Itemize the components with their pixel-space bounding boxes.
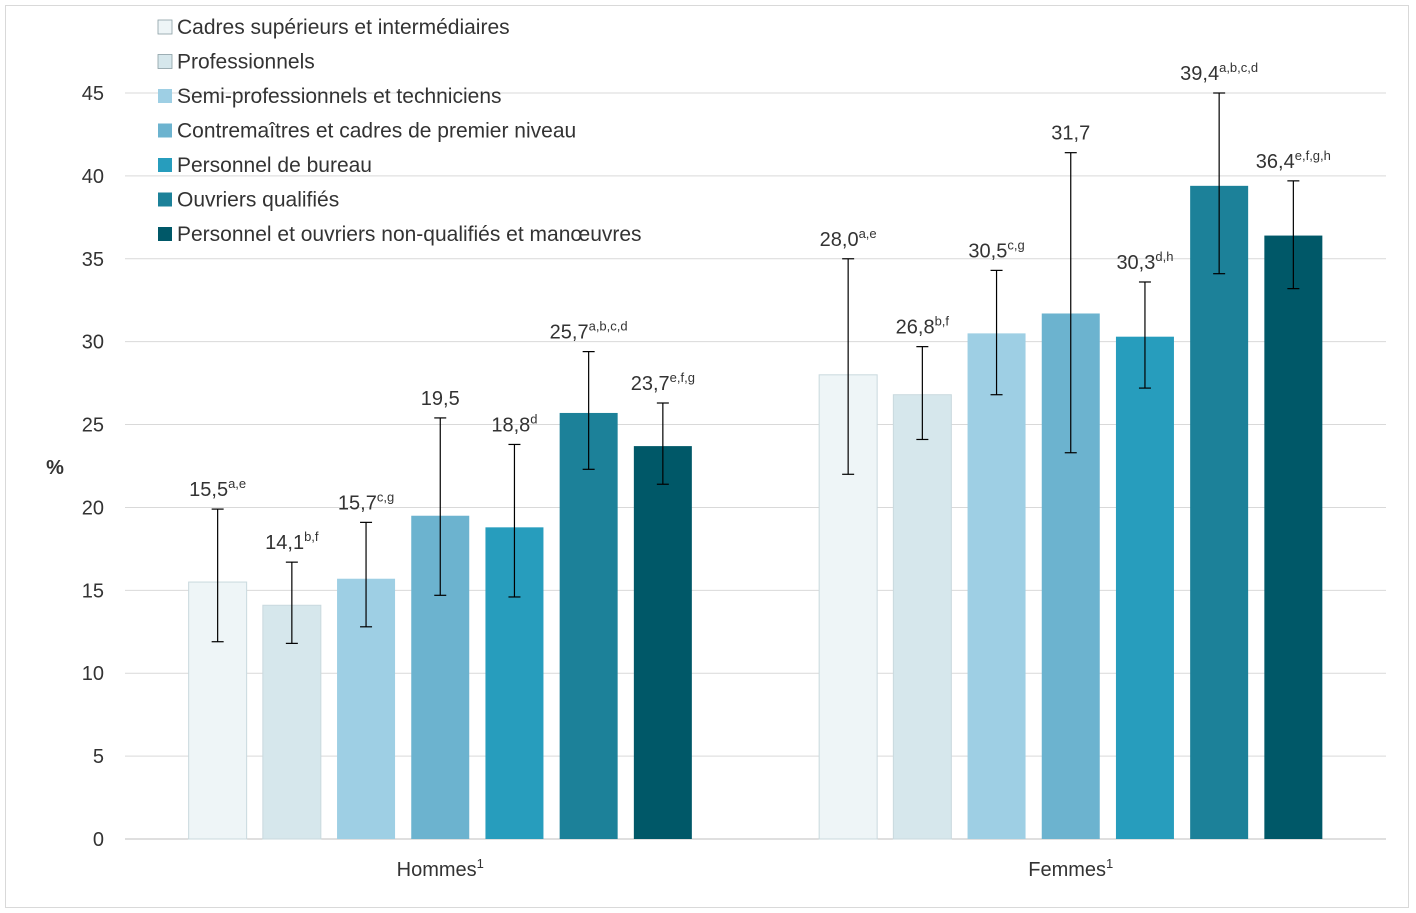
legend-item: Personnel et ouvriers non-qualifiés et m… xyxy=(158,223,642,246)
legend-swatch xyxy=(158,227,172,241)
x-axis: Hommes1 Femmes1 xyxy=(397,856,1114,881)
y-tick-label: 10 xyxy=(82,663,104,685)
data-label: 19,5 xyxy=(421,388,460,410)
error-bar xyxy=(916,346,929,441)
bar xyxy=(1190,185,1249,839)
data-label: 31,7 xyxy=(1051,123,1090,145)
bar xyxy=(633,446,692,839)
legend-swatch xyxy=(158,89,172,103)
data-label-superscript: a,e xyxy=(859,226,877,241)
error-bar xyxy=(1213,92,1226,275)
legend-swatch xyxy=(157,19,173,35)
y-tick-label: 30 xyxy=(82,332,104,354)
data-label-superscript: b,f xyxy=(935,314,950,329)
legend-item: Semi-professionnels et techniciens xyxy=(158,85,502,108)
error-bar xyxy=(508,443,521,598)
legend-item: Ouvriers qualifiés xyxy=(158,189,339,212)
data-label: 18,8d xyxy=(491,411,537,436)
bar xyxy=(262,604,322,840)
error-bars xyxy=(211,92,1300,644)
legend-item: Contremaîtres et cadres de premier nivea… xyxy=(158,120,576,143)
data-label-superscript: a,b,c,d xyxy=(1219,60,1258,75)
y-axis-label: % xyxy=(46,457,64,479)
y-tick-label: 20 xyxy=(82,497,104,519)
data-label-superscript: e,f,g xyxy=(670,370,695,385)
legend-swatch xyxy=(158,123,172,138)
error-bar xyxy=(285,561,298,644)
bars xyxy=(188,185,1323,840)
error-bar xyxy=(1287,180,1300,290)
legend-item: Professionnels xyxy=(157,51,315,74)
y-tick-label: 35 xyxy=(82,249,104,271)
data-label: 26,8b,f xyxy=(896,314,950,339)
bar xyxy=(967,333,1026,839)
data-label-superscript: a,e xyxy=(228,476,246,491)
legend-label: Semi-professionnels et techniciens xyxy=(177,85,502,108)
data-label: 28,0a,e xyxy=(820,226,877,251)
y-axis: 0 5 10 15 20 25 30 35 40 45 xyxy=(82,83,104,851)
data-label-superscript: c,g xyxy=(1007,237,1024,252)
y-tick-label: 45 xyxy=(82,83,104,105)
bar xyxy=(559,412,618,839)
error-bar xyxy=(582,351,595,470)
legend-swatch xyxy=(158,192,172,207)
error-bar xyxy=(211,508,224,643)
data-label: 36,4e,f,g,h xyxy=(1256,148,1331,173)
y-tick-label: 0 xyxy=(93,829,104,851)
legend-swatch xyxy=(158,158,172,172)
data-label: 15,7c,g xyxy=(338,489,394,514)
x-category-label: Femmes1 xyxy=(1028,856,1113,881)
error-bar xyxy=(842,258,855,475)
legend-label: Personnel de bureau xyxy=(177,154,372,177)
data-label-superscript: c,g xyxy=(377,489,394,504)
error-bar xyxy=(990,269,1003,396)
error-bar xyxy=(434,417,447,596)
y-tick-label: 25 xyxy=(82,415,104,437)
legend-item: Personnel de bureau xyxy=(158,154,372,177)
data-label: 23,7e,f,g xyxy=(631,370,695,395)
y-tick-label: 15 xyxy=(82,580,104,602)
bar xyxy=(892,394,952,840)
legend-label: Personnel et ouvriers non-qualifiés et m… xyxy=(177,223,642,246)
x-category-label: Hommes1 xyxy=(397,856,484,881)
bar xyxy=(1264,235,1323,839)
legend-label: Contremaîtres et cadres de premier nivea… xyxy=(177,120,576,143)
y-tick-label: 40 xyxy=(82,166,104,188)
legend: Cadres supérieurs et intermédiaires Profe… xyxy=(157,16,642,246)
data-label-superscript: d,h xyxy=(1155,249,1173,264)
error-bar xyxy=(1138,281,1151,389)
data-label: 39,4a,b,c,d xyxy=(1180,60,1258,85)
data-label: 25,7a,b,c,d xyxy=(550,319,628,344)
y-tick-label: 5 xyxy=(93,746,104,768)
data-labels: 15,5a,e 14,1b,f 15,7c,g 19,5 18,8d 25,7a,b,c,… xyxy=(189,60,1331,554)
data-label: 30,5c,g xyxy=(968,237,1024,262)
error-bar xyxy=(360,521,373,628)
data-label-superscript: e,f,g,h xyxy=(1295,148,1331,163)
legend-label: Cadres supérieurs et intermédiaires xyxy=(177,16,510,39)
legend-label: Professionnels xyxy=(177,51,315,74)
data-label-superscript: d xyxy=(530,411,537,426)
gridlines xyxy=(125,92,1386,840)
data-label: 30,3d,h xyxy=(1116,249,1173,274)
legend-item: Cadres supérieurs et intermédiaires xyxy=(157,16,510,39)
data-label: 14,1b,f xyxy=(265,529,319,554)
data-label-superscript: a,b,c,d xyxy=(589,319,628,334)
legend-label: Ouvriers qualifiés xyxy=(177,189,339,212)
error-bar xyxy=(1064,152,1077,454)
data-label-superscript: b,f xyxy=(304,529,319,544)
error-bar xyxy=(656,402,669,485)
legend-swatch xyxy=(157,54,173,69)
data-label: 15,5a,e xyxy=(189,476,246,501)
bar xyxy=(1115,336,1174,839)
